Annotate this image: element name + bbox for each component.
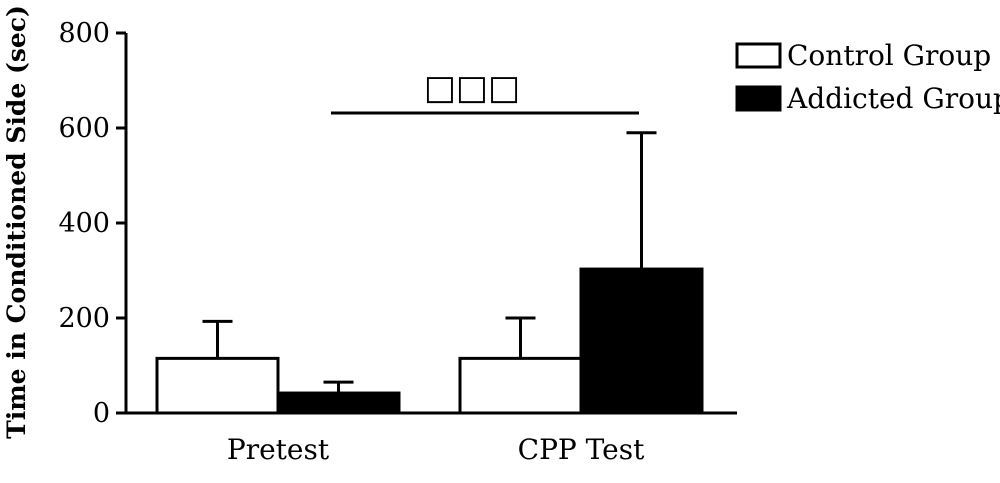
legend-label: Addicted Group (786, 82, 1000, 115)
significance-label: □□□ (424, 68, 520, 108)
y-tick-label: 400 (58, 208, 110, 239)
y-tick-label: 600 (58, 113, 110, 144)
legend-label: Control Group (787, 39, 991, 72)
legend: Control Group Addicted Group (735, 39, 1000, 115)
bar-addicted-group-pretest (276, 391, 401, 415)
legend-swatch (735, 85, 782, 112)
bars (155, 131, 704, 415)
bar-control-group-pretest (155, 356, 280, 415)
legend-swatch (735, 42, 782, 69)
significance-annotation: □□□ (331, 68, 639, 115)
bar-addicted-group-cpp-test (579, 267, 704, 415)
category-label: Pretest (227, 433, 330, 466)
x-axis: Pretest CPP Test (126, 411, 737, 466)
y-axis: 0 200 400 600 800 (58, 18, 128, 429)
y-tick-label: 800 (58, 18, 110, 49)
category-label: CPP Test (518, 433, 645, 466)
bar-control-group-cpp-test (458, 356, 583, 415)
y-tick-label: 0 (93, 398, 110, 429)
y-axis-label: Time in Conditioned Side (sec) (2, 5, 31, 439)
y-tick-label: 200 (58, 303, 110, 334)
